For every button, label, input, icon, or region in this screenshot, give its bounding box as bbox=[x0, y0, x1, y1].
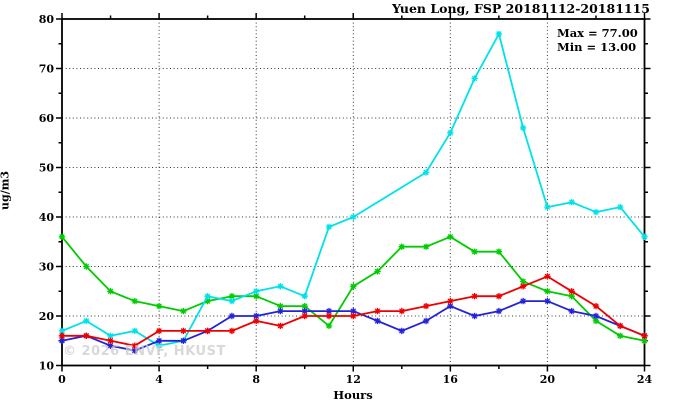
y-axis-label: ug/m3 bbox=[0, 171, 12, 210]
series-blue-markers bbox=[58, 297, 648, 354]
x-tick-label: 20 bbox=[540, 373, 556, 386]
y-tick-label: 20 bbox=[39, 310, 55, 323]
max-annotation: Max = 77.00 bbox=[557, 26, 638, 40]
y-tick-label: 50 bbox=[39, 162, 55, 175]
min-annotation: Min = 13.00 bbox=[557, 40, 637, 54]
y-tick-label: 40 bbox=[39, 211, 55, 224]
x-tick-label: 8 bbox=[252, 373, 260, 386]
series-green-markers bbox=[58, 233, 648, 344]
x-tick-label: 4 bbox=[155, 373, 163, 386]
x-tick-label: 0 bbox=[58, 373, 66, 386]
series-cyan-markers bbox=[58, 30, 648, 349]
y-tick-label: 60 bbox=[39, 112, 55, 125]
x-tick-label: 24 bbox=[637, 373, 653, 386]
series-red-markers bbox=[58, 273, 648, 349]
chart-title: Yuen Long, FSP 20181112-20181115 bbox=[392, 1, 650, 16]
y-tick-label: 70 bbox=[39, 63, 55, 76]
y-tick-label: 80 bbox=[39, 13, 55, 26]
y-tick-label: 30 bbox=[39, 261, 55, 274]
y-tick-label: 10 bbox=[39, 360, 55, 373]
x-tick-label: 16 bbox=[443, 373, 459, 386]
plot-border bbox=[61, 18, 646, 367]
watermark: © 2026 ENVF, HKUST bbox=[63, 344, 226, 359]
x-axis-label: Hours bbox=[333, 388, 373, 402]
x-tick-label: 12 bbox=[346, 373, 361, 386]
